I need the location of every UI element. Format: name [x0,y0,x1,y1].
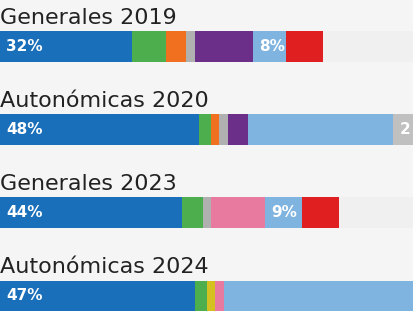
Bar [182,197,202,228]
Text: Generales 2023: Generales 2023 [0,174,176,194]
Text: 47%: 47% [6,288,43,303]
Bar [227,114,248,145]
Text: Autonómicas 2024: Autonómicas 2024 [0,257,208,277]
Bar [392,114,413,145]
Bar [322,31,413,62]
Bar [252,31,285,62]
Bar [211,197,264,228]
Text: 2: 2 [399,122,409,137]
Bar [132,31,165,62]
Bar [0,281,194,311]
Bar [206,281,215,311]
Bar [285,31,322,62]
Bar [0,114,198,145]
Bar [0,197,182,228]
Bar [194,31,252,62]
Text: Autonómicas 2020: Autonómicas 2020 [0,91,208,111]
Text: Generales 2019: Generales 2019 [0,8,176,28]
Bar [301,197,339,228]
Bar [194,281,206,311]
Bar [0,31,132,62]
Bar [186,31,194,62]
Bar [264,197,301,228]
Bar [211,114,219,145]
Text: 32%: 32% [6,39,43,54]
Bar [223,281,413,311]
Text: 8%: 8% [258,39,284,54]
Bar [215,281,223,311]
Bar [339,197,413,228]
Bar [198,114,211,145]
Text: 9%: 9% [271,205,297,220]
Text: 44%: 44% [6,205,43,220]
Bar [202,197,211,228]
Bar [248,114,392,145]
Bar [165,31,186,62]
Text: 48%: 48% [6,122,43,137]
Bar [219,114,227,145]
